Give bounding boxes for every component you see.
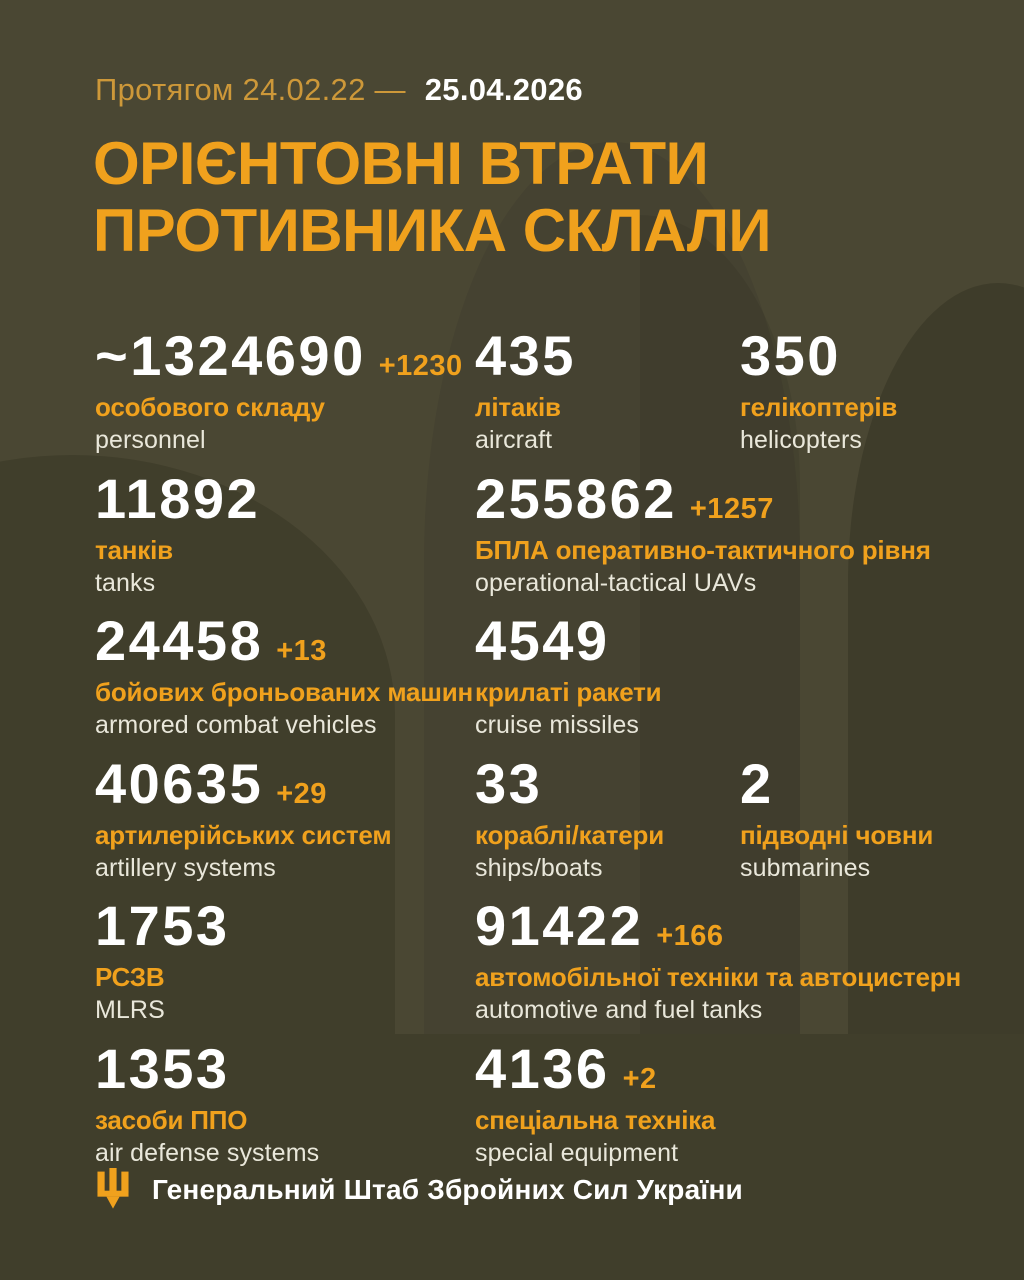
stat-label-en: ships/boats <box>475 853 603 882</box>
stat-label-en: artillery systems <box>95 853 276 882</box>
shell-silhouette-center <box>424 142 800 1042</box>
stat-label-en: air defense systems <box>95 1138 320 1167</box>
stat-special-equipment: 4136 +2 спеціальна техніка special equipm… <box>475 1041 715 1168</box>
stat-label-uk: кораблі/катери <box>475 820 665 850</box>
stat-value: 40635 <box>95 752 264 815</box>
stat-label-uk: гелікоптерів <box>740 392 898 422</box>
stat-label-en: automotive and fuel tanks <box>475 995 763 1024</box>
stat-value: 91422 <box>475 894 644 957</box>
page-title: ОРІЄНТОВНІ ВТРАТИ ПРОТИВНИКА СКЛАЛИ <box>93 130 772 265</box>
stat-label-uk: автомобільної техніки та автоцистерн <box>475 962 961 992</box>
stat-label-uk: спеціальна техніка <box>475 1105 716 1135</box>
period-line: Протягом 24.02.22 — 25.04.2026 <box>95 72 583 108</box>
period-prefix: Протягом 24.02.22 — <box>95 72 406 107</box>
stat-value: 255862 <box>475 467 677 530</box>
stat-delta: +13 <box>276 635 327 667</box>
stat-label-en: cruise missiles <box>475 710 640 739</box>
stat-label-en: helicopters <box>740 425 862 454</box>
footer: Генеральний Штаб Збройних Сил України <box>95 1168 743 1211</box>
stat-value: 24458 <box>95 609 264 672</box>
stat-label-uk: особового складу <box>95 392 325 422</box>
stat-delta: +1257 <box>689 493 774 525</box>
stat-label-en: special equipment <box>475 1138 679 1167</box>
trident-icon <box>97 1168 129 1209</box>
stat-label-en: operational-tactical UAVs <box>475 568 757 597</box>
stat-label-uk: підводні човни <box>740 820 934 850</box>
stat-label-uk: засоби ППО <box>95 1105 248 1135</box>
stat-label-uk: бойових броньованих машин <box>95 677 474 707</box>
stat-value: 1353 <box>95 1037 230 1100</box>
stat-tanks: 11892 танків tanks <box>95 471 260 598</box>
stat-submarines: 2 підводні човни submarines <box>740 756 933 883</box>
stat-armored-combat-vehicles: 24458 +13 бойових броньованих машин armor… <box>95 613 473 740</box>
stat-label-en: submarines <box>740 853 871 882</box>
stat-value: 11892 <box>95 467 261 530</box>
shell-silhouette-right <box>848 283 1024 1043</box>
stat-label-en: MLRS <box>95 995 165 1024</box>
bottom-dark-band <box>0 1034 1024 1280</box>
stat-ships-boats: 33 кораблі/катери ships/boats <box>475 756 664 883</box>
stat-label-uk: літаків <box>475 392 561 422</box>
stat-cruise-missiles: 4549 крилаті ракети cruise missiles <box>475 609 662 740</box>
stat-delta: +2 <box>622 1063 657 1095</box>
stat-label-uk: крилаті ракети <box>475 677 662 707</box>
stat-label-uk: БПЛА оперативно-тактичного рівня <box>475 535 931 565</box>
shell-silhouette-center-shade <box>640 215 800 1045</box>
stat-value: 2 <box>740 752 774 815</box>
stat-value: 350 <box>740 324 841 387</box>
stat-delta: +1230 <box>378 350 463 382</box>
stat-mlrs: 1753 РСЗВ MLRS <box>95 898 230 1025</box>
stat-delta: +29 <box>276 778 327 810</box>
stat-value: ~1324690 <box>95 324 366 387</box>
stat-label-en: armored combat vehicles <box>95 710 377 739</box>
stat-label-uk: РСЗВ <box>95 962 165 992</box>
stat-label-en: personnel <box>95 425 206 454</box>
stat-uavs: 255862 +1257 БПЛА оперативно-тактичного р… <box>475 471 931 598</box>
stat-personnel: ~1324690 +1230 особового складу personnel <box>95 328 463 455</box>
stat-artillery-systems: 40635 +29 артилерійських систем artillery… <box>95 752 392 883</box>
footer-org-name: Генеральний Штаб Збройних Сил України <box>152 1173 743 1205</box>
stat-label-uk: артилерійських систем <box>95 820 392 850</box>
stat-value: 4549 <box>475 609 610 672</box>
stat-label-uk: танків <box>95 535 173 565</box>
stat-label-en: tanks <box>95 568 156 597</box>
stat-aircraft: 435 літаків aircraft <box>475 328 576 455</box>
stat-automotive-fuel-tanks: 91422 +166 автомобільної техніки та автоц… <box>475 898 961 1025</box>
page-title-line1: ОРІЄНТОВНІ ВТРАТИ <box>93 130 709 197</box>
stat-helicopters: 350 гелікоптерів helicopters <box>740 328 897 455</box>
stat-value: 33 <box>475 752 543 815</box>
period-date: 25.04.2026 <box>424 72 583 107</box>
page-title-line2: ПРОТИВНИКА СКЛАЛИ <box>93 197 772 265</box>
stat-value: 4136 <box>475 1037 610 1100</box>
stat-label-en: aircraft <box>475 425 553 454</box>
stat-air-defense: 1353 засоби ППО air defense systems <box>95 1041 319 1168</box>
stat-value: 435 <box>475 324 576 387</box>
stat-delta: +166 <box>656 920 724 952</box>
stat-value: 1753 <box>95 894 230 957</box>
